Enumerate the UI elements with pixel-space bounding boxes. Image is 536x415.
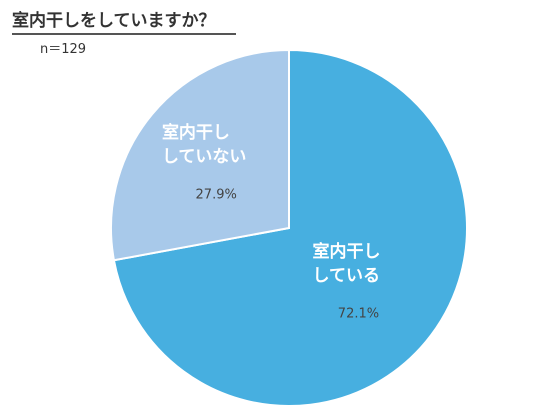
pie-slice	[110, 48, 290, 262]
chart-subtitle: n＝129	[40, 42, 87, 57]
slice-label: 室内干し している	[312, 241, 381, 286]
value-label: 72.1%	[337, 306, 380, 322]
value-label: 27.9%	[195, 187, 237, 203]
slice-label: 室内干し していない	[161, 123, 247, 168]
pie-slice	[112, 48, 468, 407]
chart-title: 室内干しをしていますか？	[12, 6, 236, 35]
